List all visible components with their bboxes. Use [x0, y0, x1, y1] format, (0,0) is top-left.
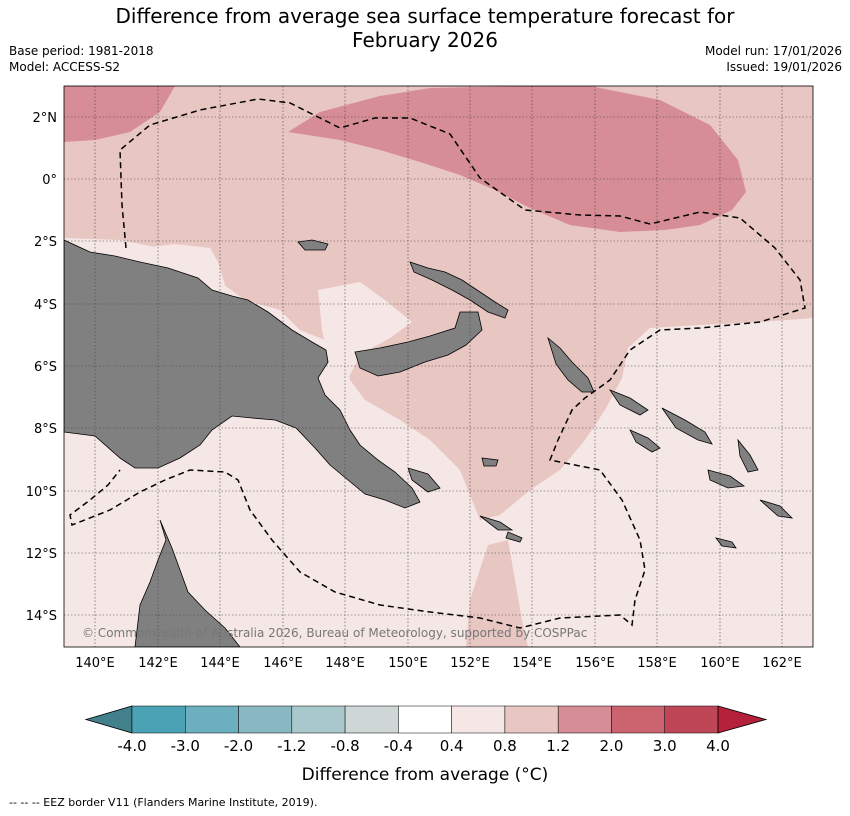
colorbar-segment	[398, 705, 452, 734]
lat-tick-label: 2°S	[34, 235, 57, 250]
colorbar-tick-label: -0.8	[330, 737, 359, 755]
lat-tick-label: 12°S	[26, 547, 57, 562]
colorbar-segment	[504, 705, 559, 734]
colorbar-title: Difference from average (°C)	[302, 765, 549, 785]
colorbar-tick-label: 0.4	[440, 737, 464, 755]
eez-border	[69, 98, 806, 629]
colorbar-tick-label: 3.0	[653, 737, 677, 755]
land-rennell	[715, 537, 737, 549]
eez-legend-note: -- -- -- EEZ border V11 (Flanders Marine…	[9, 796, 318, 809]
land-solomon-4	[737, 438, 759, 473]
lon-tick-label: 150°E	[388, 656, 428, 671]
colorbar-tick-label: 2.0	[600, 737, 624, 755]
copyright-text: © Commonwealth of Australia 2026, Bureau…	[82, 626, 587, 640]
lon-tick-label: 154°E	[512, 656, 552, 671]
colorbar-extend-high	[717, 705, 768, 734]
colorbar-tick-label: -2.0	[224, 737, 253, 755]
latitude-labels: 2°N 0° 2°S 4°S 6°S 8°S 10°S 12°S 14°S	[26, 111, 57, 624]
colorbar-segment	[291, 705, 346, 734]
lon-tick-label: 140°E	[75, 656, 115, 671]
lat-tick-label: 4°S	[34, 298, 57, 313]
land-solomon-5	[707, 469, 746, 489]
lon-tick-label: 162°E	[762, 656, 802, 671]
colorbar-segment	[611, 705, 665, 734]
colorbar-tick-label: -3.0	[171, 737, 200, 755]
colorbar-segment	[664, 705, 719, 734]
anomaly-zone-1.2-2.0	[288, 86, 746, 232]
colorbar-tick-label: 1.2	[546, 737, 570, 755]
colorbar-tick-label: -0.4	[384, 737, 413, 755]
colorbar-segment	[185, 705, 239, 734]
land-solomon-3	[629, 429, 661, 453]
colorbar-tick-label: -4.0	[117, 737, 146, 755]
lat-tick-label: 8°S	[34, 422, 57, 437]
anomaly-tongue-south	[466, 540, 528, 647]
anomaly-patch-light	[125, 244, 225, 290]
colorbar-segment	[344, 705, 399, 734]
map-area: © Commonwealth of Australia 2026, Bureau…	[64, 86, 813, 647]
lat-tick-label: 14°S	[26, 609, 57, 624]
land-solomon-6	[759, 499, 794, 519]
colorbar-tick-label: 4.0	[706, 737, 730, 755]
land-louisiade	[479, 515, 523, 543]
graticule	[64, 86, 813, 647]
title-line-1: Difference from average sea surface temp…	[115, 4, 735, 28]
chart-title: Difference from average sea surface temp…	[0, 4, 850, 52]
colorbar-tick-label: 0.8	[493, 737, 517, 755]
lon-tick-label: 146°E	[263, 656, 303, 671]
title-line-2: February 2026	[352, 28, 498, 52]
lat-tick-label: 6°S	[34, 360, 57, 375]
lon-tick-label: 148°E	[325, 656, 365, 671]
land-dentrecasteaux	[407, 467, 441, 493]
map-frame	[63, 85, 814, 648]
lat-tick-label: 10°S	[26, 485, 57, 500]
colorbar-segment	[451, 705, 506, 734]
issued-date: Issued: 19/01/2026	[726, 60, 842, 74]
lon-tick-label: 156°E	[575, 656, 615, 671]
meta-left: Base period: 1981-2018 Model: ACCESS-S2	[9, 43, 154, 75]
lon-tick-label: 158°E	[637, 656, 677, 671]
lon-tick-label: 160°E	[700, 656, 740, 671]
base-period: Base period: 1981-2018	[9, 44, 154, 58]
land-manus	[297, 239, 329, 251]
lon-tick-label: 152°E	[450, 656, 490, 671]
lat-tick-label: 0°	[42, 173, 57, 188]
colorbar-segment	[131, 705, 186, 734]
land-new-ireland	[409, 261, 509, 319]
land-solomon-2	[661, 407, 713, 445]
lon-tick-label: 144°E	[200, 656, 240, 671]
colorbar: -4.0 -3.0 -2.0 -1.2 -0.8 -0.4 0.4 0.8 1.2 2.0 3.0 4…	[84, 705, 768, 755]
longitude-labels: 140°E 142°E 144°E 146°E 148°E 150°E 152°E 154°E…	[75, 656, 802, 671]
colorbar-segment	[557, 705, 612, 734]
land-woodlark	[481, 457, 499, 467]
model-name: Model: ACCESS-S2	[9, 60, 121, 74]
land-new-britain	[354, 311, 483, 377]
lon-tick-label: 142°E	[138, 656, 178, 671]
anomaly-patch-light-2	[318, 282, 412, 385]
meta-right: Model run: 17/01/2026 Issued: 19/01/2026	[705, 43, 842, 75]
land-new-guinea	[64, 239, 421, 509]
lat-tick-label: 2°N	[33, 111, 58, 126]
anomaly-zone-1.2-2.0-nw	[64, 86, 175, 142]
colorbar-extend-low	[84, 705, 133, 734]
colorbar-tick-label: -1.2	[277, 737, 306, 755]
land-solomon-1	[608, 389, 649, 416]
colorbar-segment	[238, 705, 293, 734]
model-run: Model run: 17/01/2026	[704, 44, 842, 58]
